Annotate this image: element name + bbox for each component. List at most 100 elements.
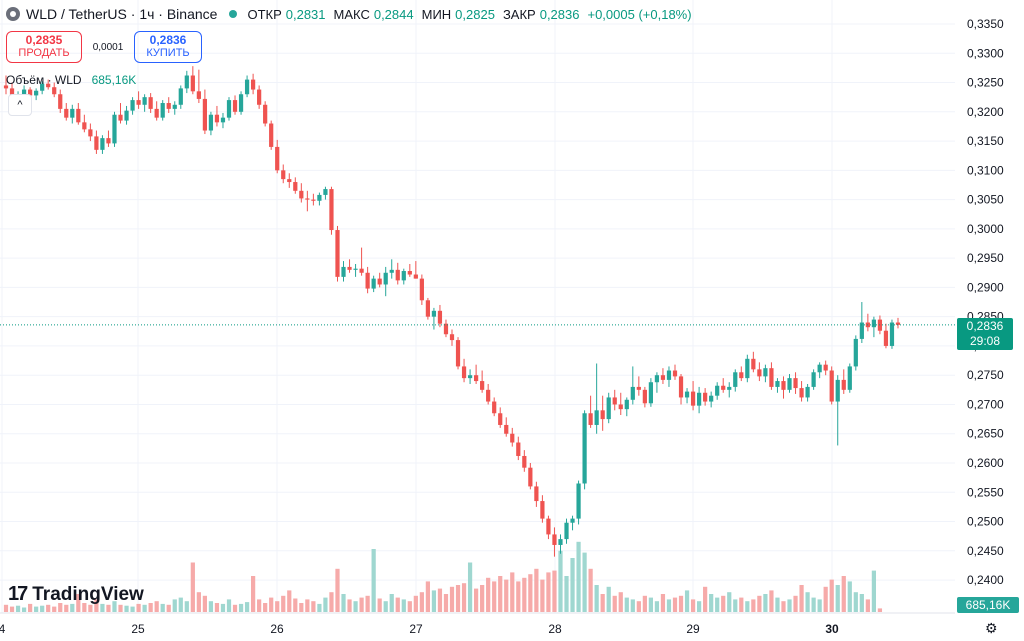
candle-body (88, 129, 93, 137)
tradingview-logo[interactable]: 17 TradingView (8, 583, 144, 606)
volume-bar (395, 597, 400, 612)
volume-bar (654, 601, 660, 612)
volume-legend-label: Объём · WLD (6, 73, 82, 87)
volume-bar (232, 604, 238, 612)
volume-bar (733, 599, 738, 612)
candle-body (124, 110, 129, 121)
volume-legend-value: 685,16K (91, 73, 137, 87)
volume-bar (389, 594, 394, 612)
candle-body (805, 386, 810, 398)
volume-bar (58, 603, 63, 612)
candle-body (510, 433, 515, 443)
volume-bar (46, 604, 51, 612)
candle-body (895, 322, 901, 325)
candle-body (407, 271, 412, 275)
market-open-dot-icon (229, 10, 238, 18)
candle-body (299, 190, 304, 199)
volume-bar (467, 562, 473, 612)
candle-body (76, 108, 81, 123)
candle-body (443, 323, 449, 335)
candle-body (817, 364, 822, 373)
volume-bar (106, 604, 111, 612)
symbol-title[interactable]: WLD / TetherUS · 1ч · Binance (26, 6, 218, 22)
volume-bar (618, 592, 623, 612)
candle-body (666, 370, 672, 380)
volume-bar (3, 604, 9, 612)
candle-body (202, 98, 208, 131)
candle-body (829, 370, 834, 402)
volume-bar (660, 594, 666, 612)
candle-body (781, 381, 786, 390)
open-value: 0,2831 (285, 6, 326, 22)
candle-body (516, 442, 521, 456)
candle-body (58, 94, 63, 109)
volume-bar (666, 599, 672, 612)
volume-bar (678, 595, 684, 612)
candle-body (413, 274, 418, 279)
collapse-legend-button[interactable]: ^ (8, 94, 32, 116)
logo-text: TradingView (32, 583, 144, 605)
candle-body (588, 413, 593, 425)
candle-body (630, 386, 635, 400)
candle-body (739, 372, 744, 379)
candle-body (34, 90, 39, 96)
candle-body (486, 389, 491, 402)
candle-body (558, 539, 563, 545)
volume-bar (624, 597, 629, 612)
volume-bar (841, 576, 846, 612)
time-axis[interactable]: 4 25 26 27 28 29 30 (0, 622, 839, 636)
volume-bar (293, 598, 298, 612)
volume-bar (558, 550, 563, 612)
buy-button[interactable]: 0,2836 КУПИТЬ (134, 31, 202, 63)
candle-body (473, 375, 479, 382)
volume-bar (226, 599, 232, 612)
volume-bar (751, 599, 756, 612)
candle-body (883, 330, 889, 346)
candle-body (889, 322, 895, 346)
volume-bar (473, 588, 479, 612)
gear-icon[interactable]: ⚙ (985, 620, 998, 636)
candle-body (811, 372, 816, 387)
candle-body (648, 382, 654, 404)
volume-bar (721, 595, 726, 612)
volume-bar (40, 605, 45, 612)
volume-bar (582, 552, 587, 612)
volume-bar (148, 603, 153, 612)
candle-body (582, 413, 587, 484)
candle-body (594, 410, 599, 425)
sell-button[interactable]: 0,2835 ПРОДАТЬ (6, 31, 82, 63)
volume-bar (88, 604, 93, 612)
candle-body (600, 410, 605, 420)
candle-body (220, 117, 226, 123)
candle-body (196, 91, 201, 99)
candle-body (263, 104, 268, 124)
volume-bar (528, 574, 533, 612)
volume-legend[interactable]: Объём · WLD 685,16K (6, 73, 136, 87)
volume-bar (323, 597, 328, 612)
price-axis[interactable]: 0,3350 0,3300 0,3250 0,3200 0,3150 0,3100 0,30… (967, 17, 1004, 587)
volume-bar (811, 597, 816, 612)
candle-body (118, 114, 123, 121)
candle-body (178, 88, 183, 105)
volume-bar (76, 594, 81, 612)
volume-bar (757, 595, 762, 612)
volume-bar (208, 601, 214, 612)
candle-body (244, 79, 250, 95)
candle-body (498, 413, 503, 425)
candle-body (419, 278, 424, 301)
candle-body (703, 392, 708, 402)
candle-body (154, 108, 159, 118)
volume-bar (510, 572, 515, 612)
candle-body (130, 100, 135, 111)
volume-bar (823, 586, 828, 612)
candle-body (534, 486, 539, 502)
volume-bar (214, 603, 220, 612)
candle-body (684, 391, 690, 398)
volume-bar (238, 603, 244, 612)
candle-body (528, 467, 533, 487)
candle-body (522, 455, 527, 468)
volume-bar (522, 577, 527, 612)
volume-bar (160, 603, 165, 612)
candle-body (208, 114, 214, 131)
